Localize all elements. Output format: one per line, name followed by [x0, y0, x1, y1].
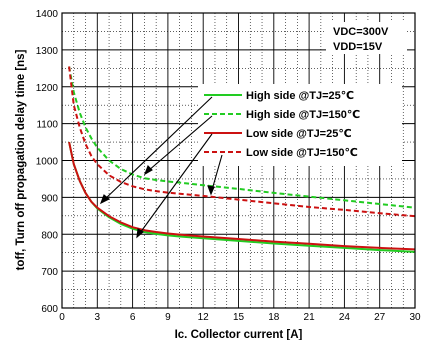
y-tick-label: 1200 — [36, 83, 59, 94]
arrowhead-high-150 — [143, 165, 153, 176]
x-tick-label: 15 — [233, 312, 245, 323]
y-tick-label: 900 — [41, 193, 58, 204]
y-tick-label: 1400 — [36, 9, 59, 20]
series-line-3 — [68, 66, 416, 218]
x-tick-label: 30 — [409, 312, 421, 323]
x-tick-label: 18 — [268, 312, 280, 323]
series-line-1 — [68, 66, 416, 209]
y-tick-label: 1000 — [36, 157, 59, 168]
x-tick-label: 21 — [304, 312, 316, 323]
condition-vdd: VDD=15V — [333, 41, 383, 53]
arrowhead-low-150 — [207, 185, 215, 196]
legend-label-low-150: Low side @TJ=150℃ — [246, 147, 358, 159]
y-tick-label: 800 — [41, 230, 58, 241]
conditions-box: VDC=300V VDD=15V — [326, 22, 407, 54]
x-tick-label: 9 — [165, 312, 171, 323]
y-axis-label: toff, Turn off propagation delay time [n… — [15, 49, 27, 270]
y-tick-label: 1100 — [36, 120, 58, 131]
condition-vdc: VDC=300V — [333, 26, 389, 38]
legend-label-high-25: High side @TJ=25℃ — [246, 90, 354, 102]
series-lines — [68, 66, 416, 253]
x-axis-label: Ic. Collector current [A] — [175, 329, 303, 340]
legend-label-high-150: High side @TJ=150℃ — [246, 109, 360, 121]
x-tick-label: 0 — [59, 312, 65, 323]
arrow-low-150 — [211, 154, 223, 191]
x-tick-label: 6 — [130, 312, 136, 323]
legend-label-low-25: Low side @TJ=25℃ — [246, 128, 352, 140]
arrowhead-high-25 — [99, 194, 111, 205]
x-tick-label: 24 — [339, 312, 351, 323]
tick-labels: 0 3 6 9 12 15 18 21 24 27 30 600 700 800 900 1000 1100 12… — [36, 9, 421, 323]
conditions-frame — [326, 22, 407, 54]
y-tick-label: 1300 — [36, 46, 59, 57]
x-tick-label: 12 — [198, 312, 210, 323]
legend-pointer-arrows — [99, 96, 223, 239]
plot-frame — [61, 12, 416, 309]
y-tick-label: 700 — [41, 267, 58, 278]
arrow-high-150 — [147, 115, 213, 172]
series-line-2 — [68, 141, 416, 251]
x-tick-label: 27 — [374, 312, 386, 323]
y-tick-label: 600 — [41, 304, 58, 315]
legend: High side @TJ=25℃ High side @TJ=150℃ Low… — [198, 84, 402, 166]
arrowhead-low-25 — [136, 228, 144, 239]
arrow-low-25 — [139, 133, 213, 234]
arrow-high-25 — [103, 96, 213, 201]
x-tick-label: 3 — [95, 312, 101, 323]
